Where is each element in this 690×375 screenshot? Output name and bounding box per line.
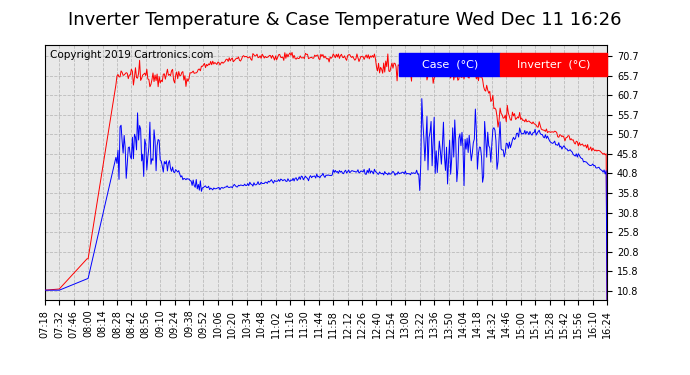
Text: Inverter  (°C): Inverter (°C) <box>517 59 591 69</box>
Text: Copyright 2019 Cartronics.com: Copyright 2019 Cartronics.com <box>50 50 214 60</box>
Text: Inverter Temperature & Case Temperature Wed Dec 11 16:26: Inverter Temperature & Case Temperature … <box>68 11 622 29</box>
Bar <box>399 53 500 76</box>
Bar <box>500 53 607 76</box>
Text: Case  (°C): Case (°C) <box>422 59 478 69</box>
